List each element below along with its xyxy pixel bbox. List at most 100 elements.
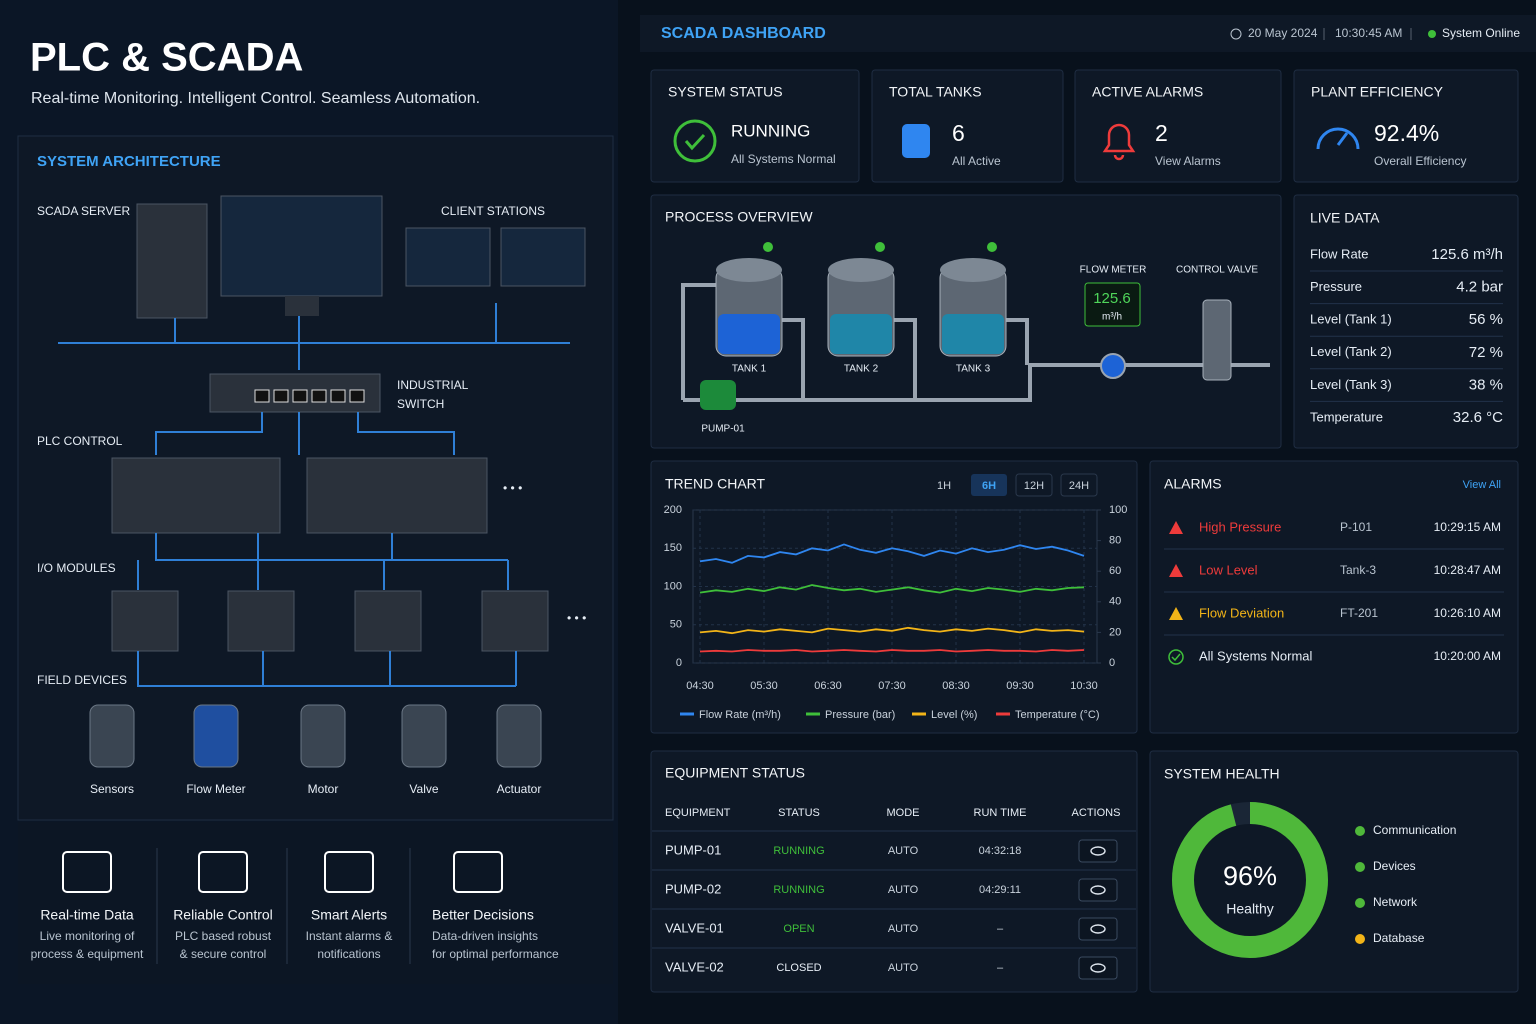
pump [700,380,736,410]
view-button[interactable] [1078,956,1118,980]
tank-status [987,242,997,252]
label: for optimal performance [432,947,559,961]
label: Level (Tank 3) [1310,377,1392,392]
view-button[interactable] [1078,917,1118,941]
label: process & equipment [31,947,144,961]
tank-status [875,242,885,252]
label: 72 % [1469,344,1503,361]
io-module [227,590,295,652]
label: CONTROL VALVE [1176,265,1258,276]
series-line [699,649,1085,653]
monitor [220,195,383,297]
label: ALARMS [1164,476,1222,492]
feature-icon [324,851,374,893]
pipe [681,283,1270,402]
y2-tick-label: 40 [1109,596,1121,608]
label: – [997,962,1004,974]
label: Instant alarms & [306,929,393,943]
tank-fill [942,314,1004,354]
label: Level (Tank 1) [1310,312,1392,327]
legend-dot [1355,826,1365,836]
server [136,203,208,319]
label: Actuator [497,782,542,796]
label: 10:20:00 AM [1434,649,1501,663]
range-button [1060,473,1098,497]
switch-port [254,389,270,403]
view-button[interactable] [1078,839,1118,863]
y-tick-label: 50 [670,619,682,631]
alarm-icon [1169,607,1183,620]
eye-icon [1090,963,1106,973]
label: SWITCH [397,397,444,411]
series-line [699,584,1085,594]
label: 10:26:10 AM [1434,606,1501,620]
label: OPEN [783,923,814,935]
io-wire [137,533,509,590]
label: m³/h [1102,312,1122,323]
view-all-link[interactable]: View All [1463,479,1501,491]
label: AUTO [888,923,919,935]
switch-port [273,389,289,403]
label: EQUIPMENT [665,807,731,819]
label: Tank-3 [1340,563,1376,577]
label: SCADA SERVER [37,204,130,218]
legend-dot [1355,862,1365,872]
switch-port [349,389,365,403]
label: TOTAL TANKS [889,84,982,100]
label: Overall Efficiency [1374,154,1466,168]
field-device [496,704,542,768]
field-device [89,704,135,768]
alarm-name: High Pressure [1199,519,1281,534]
field-device [401,704,447,768]
view-button[interactable] [1078,878,1118,902]
label: Database [1373,931,1425,945]
label: Better Decisions [432,907,534,923]
alarm-name: Low Level [1199,562,1258,577]
range-button [1015,473,1053,497]
switch-port [330,389,346,403]
label: SYSTEM STATUS [668,84,783,100]
y-tick-label: 100 [664,580,682,592]
label: RUNNING [731,121,810,140]
label: Valve [409,782,438,796]
label: SYSTEM HEALTH [1164,766,1280,782]
x-tick-label: 06:30 [814,680,842,692]
label: Pressure [1310,279,1362,294]
label: Communication [1373,823,1456,837]
x-tick-label: 10:30 [1070,680,1098,692]
range-button[interactable]: 1H [937,480,951,492]
ellipsis: • • • [567,611,586,625]
bell-icon [1102,123,1136,161]
label: 32.6 °C [1453,409,1503,426]
y2-tick-label: 0 [1109,657,1115,669]
label: 20 May 2024 [1248,26,1318,40]
label: MODE [887,807,920,819]
x-tick-label: 09:30 [1006,680,1034,692]
plc-rack [306,457,488,534]
label: All Systems Normal [731,152,836,166]
tank-top [716,258,782,282]
y-tick-label: 200 [664,504,682,516]
clock-icon [1230,28,1242,40]
label: 2 [1155,120,1168,146]
label: Devices [1373,859,1416,873]
alarm-name: Flow Deviation [1199,605,1284,620]
tank-top [940,258,1006,282]
plc-rack [111,457,281,534]
label: Smart Alerts [311,907,387,923]
label: FT-201 [1340,606,1378,620]
label: 56 % [1469,311,1503,328]
label: CLOSED [776,962,821,974]
plc-wire [155,412,455,455]
page-title: PLC & SCADA [30,36,303,80]
range-button[interactable]: 24H [1069,480,1089,492]
legend-dot [1355,934,1365,944]
range-button[interactable]: 6H [982,480,996,492]
section-title: SYSTEM ARCHITECTURE [37,153,221,170]
tank-icon [902,124,930,158]
network-wire [58,303,570,370]
alarm-name: All Systems Normal [1199,648,1313,663]
range-button[interactable]: 12H [1024,480,1044,492]
label: VALVE-01 [665,920,724,935]
